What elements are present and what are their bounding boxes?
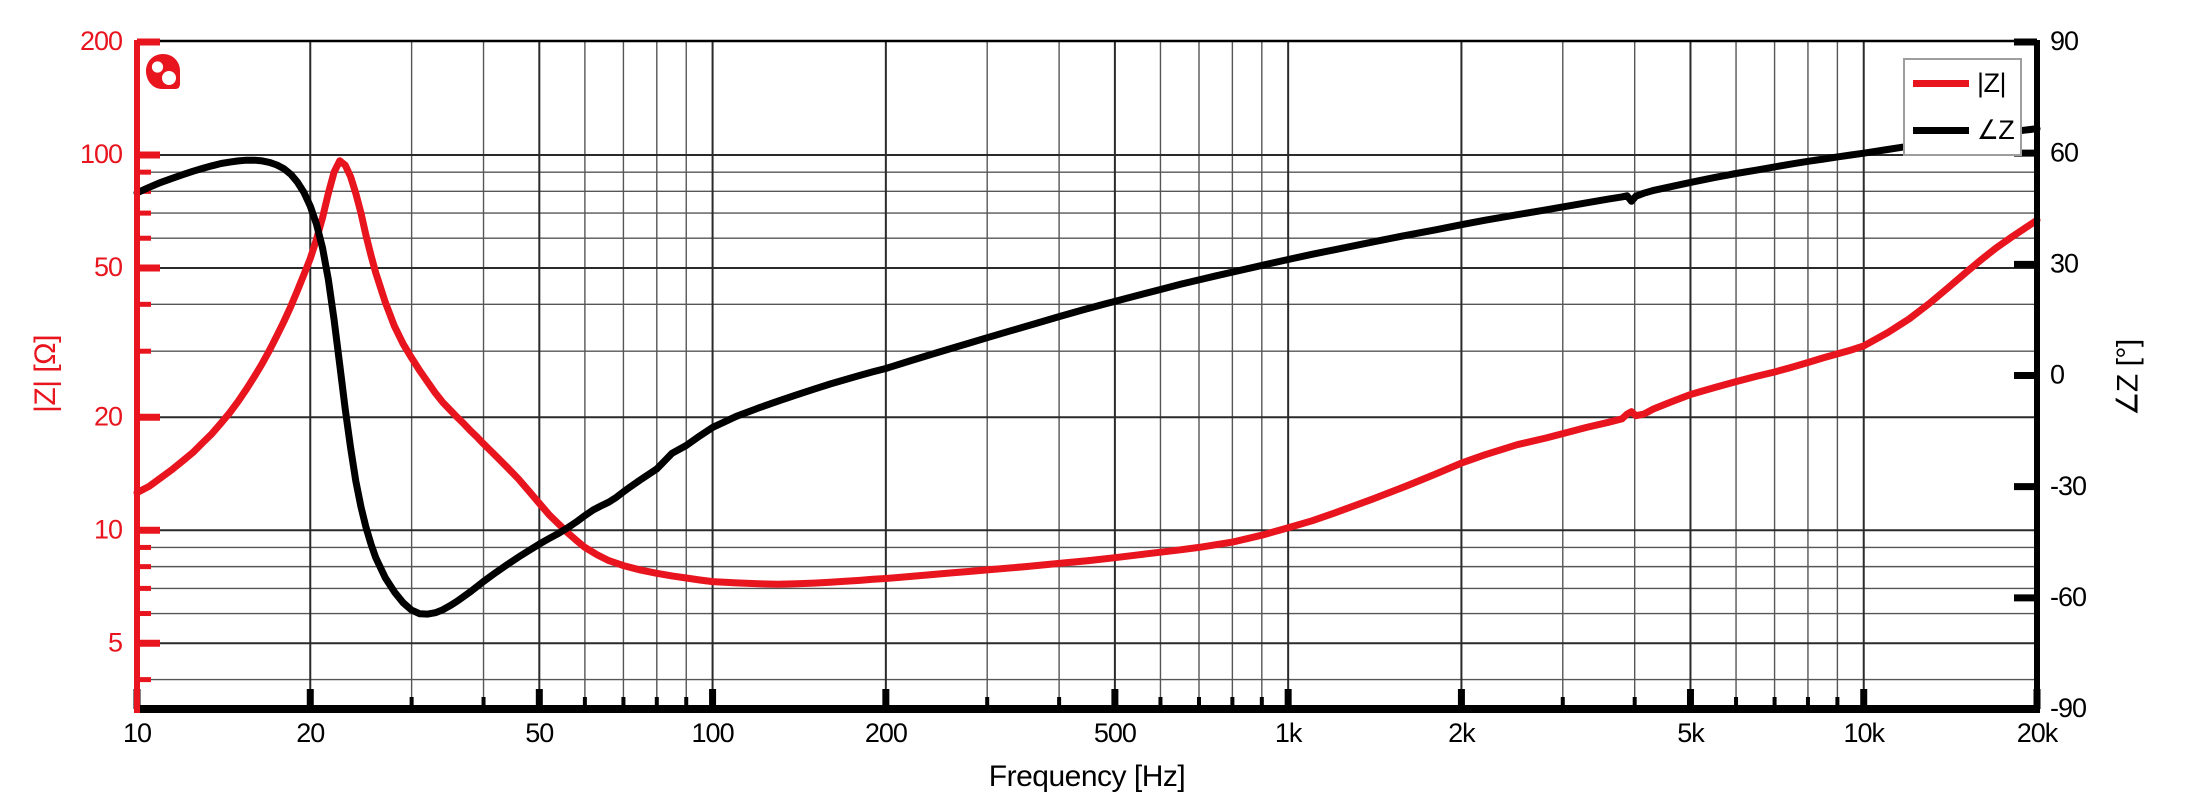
right-tick-label: 30 [2050,248,2078,278]
phase-curve [133,125,2041,618]
right-tick-label: 90 [2050,26,2078,56]
x-tick-label: 200 [865,718,907,748]
legend-item-phase: ∠Z [1905,111,2020,151]
right-tick-label: 0 [2050,360,2064,390]
impedance-line-sample [1913,80,1969,87]
right-tick-label: -30 [2050,471,2086,501]
red-driver-logo-icon [146,54,180,89]
phase-line-sample [1913,127,1969,134]
left-tick-label: 10 [94,514,122,544]
axis-spines [134,38,2040,713]
left-y-axis-label: |Z| [Ω] [29,335,62,413]
right-tick-label: -90 [2050,693,2086,723]
x-tick-label: 10 [123,718,151,748]
left-tick-label: 100 [80,139,122,169]
x-tick-label: 500 [1094,718,1136,748]
legend-item-impedance: |Z| [1905,64,2020,104]
x-tick-label: 20k [2017,718,2059,748]
right-tick-label: -60 [2050,582,2086,612]
x-tick-label: 100 [692,718,734,748]
x-tick-label: 5k [1677,718,1705,748]
right-tick-label: 60 [2050,137,2078,167]
tick-labels: 200 100 50 20 10 5 90 60 30 0 -30 -60 -90 10 20 50 100 20… [80,26,2087,748]
major-gridlines [137,42,2037,709]
left-tick-label: 5 [108,627,122,657]
x-tick-label: 20 [296,718,324,748]
x-tick-label: 10k [1843,718,1885,748]
minor-gridlines [137,42,2037,709]
right-y-axis-label: ∠Z [°] [2111,339,2145,416]
left-tick-label: 20 [94,401,122,431]
legend-label-phase: ∠Z [1977,115,2015,145]
impedance-curve [133,157,2041,588]
left-tick-label: 50 [94,252,122,282]
legend-label-impedance: |Z| [1977,68,2007,98]
left-tick-label: 200 [80,26,122,56]
legend: |Z| ∠Z [1903,58,2022,156]
x-tick-label: 50 [525,718,553,748]
x-axis-label: Frequency [Hz] [988,760,1186,793]
x-tick-label: 2k [1448,718,1476,748]
x-tick-label: 1k [1275,718,1303,748]
